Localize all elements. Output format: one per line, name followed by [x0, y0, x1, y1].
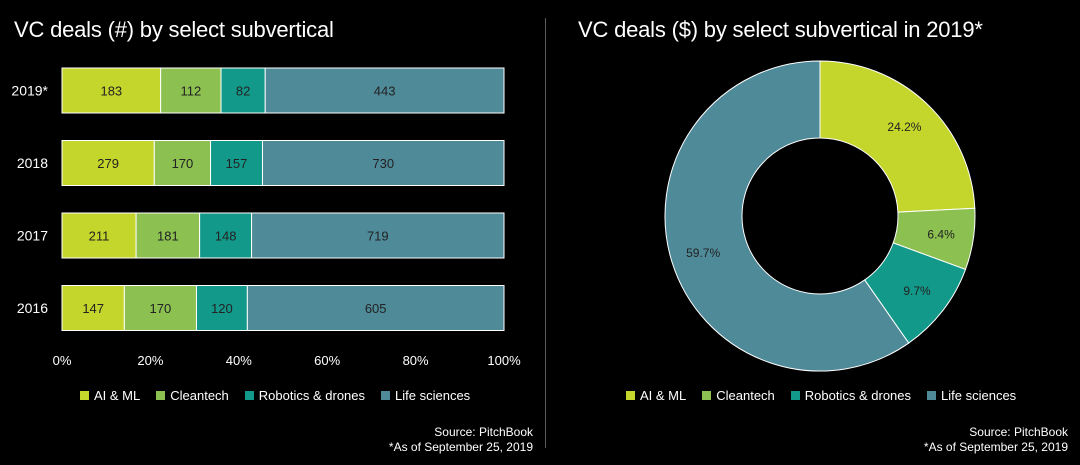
legend-swatch-cleantech [702, 391, 712, 400]
legend-label: AI & ML [94, 388, 141, 403]
bar-segment-robotics [195, 285, 248, 331]
bar-segment-cleantech [135, 212, 201, 259]
slice-label: 24.2% [887, 120, 921, 134]
bar-segment-cleantech [160, 67, 222, 114]
legend-label: AI & ML [640, 388, 687, 403]
legend-swatch-robotics [244, 391, 254, 400]
legend-swatch-robotics [790, 391, 800, 400]
x-tick-label: 100% [487, 353, 521, 368]
legend-label: Cleantech [716, 388, 775, 403]
data-label: 112 [180, 84, 201, 99]
legend-item-cleantech: Cleantech [702, 388, 775, 403]
bar-segment-life-sciences [264, 67, 505, 114]
slice-label: 9.7% [903, 284, 931, 298]
slice-label: 6.4% [927, 227, 955, 241]
data-label: 443 [374, 84, 396, 99]
legend-label: Life sciences [941, 388, 1017, 403]
legend-item-robotics: Robotics & drones [244, 388, 366, 403]
bar-segment-life-sciences [251, 212, 505, 259]
legend-label: Robotics & drones [258, 388, 366, 403]
bar-segment-life-sciences [261, 140, 505, 186]
legend-label: Cleantech [170, 388, 229, 403]
bar-segment-ai-ml [61, 212, 137, 259]
bar-segment-ai-ml [61, 140, 155, 186]
donut-slice-ai-ml [819, 60, 976, 213]
bar-segment-robotics [199, 212, 253, 259]
footnote-text: *As of September 25, 2019 [388, 440, 533, 454]
legend-swatch-ai-ml [626, 391, 635, 400]
right-panel: VC deals ($) by select subvertical in 20… [546, 0, 1080, 465]
bar-segment-cleantech [153, 140, 212, 186]
data-label: 170 [172, 156, 194, 171]
data-label: 157 [226, 156, 248, 171]
legend-label: Life sciences [395, 388, 471, 403]
legend-item-cleantech: Cleantech [156, 388, 229, 403]
data-label: 730 [372, 156, 394, 171]
data-label: 181 [157, 229, 179, 244]
legend: AI & ML Cleantech Robotics & drones Life… [80, 388, 470, 403]
data-label: 147 [82, 301, 104, 316]
donut-slice-life-sciences [664, 60, 910, 372]
legend: AI & ML Cleantech Robotics & drones Life… [626, 388, 1016, 403]
data-label: 183 [100, 84, 122, 99]
legend-swatch-life-sciences [381, 391, 391, 400]
chart-title: VC deals (#) by select subvertical [14, 17, 334, 42]
data-label: 82 [236, 84, 250, 99]
source-text: Source: PitchBook [969, 425, 1068, 439]
y-tick-label: 2018 [17, 155, 48, 171]
donut-chart: 24.2% 6.4% 9.7% 59.7% [664, 60, 976, 372]
chart-title: VC deals ($) by select subvertical in 20… [578, 17, 983, 42]
legend-item-ai-ml: AI & ML [626, 388, 686, 403]
data-label: 120 [211, 301, 233, 316]
legend-item-life-sciences: Life sciences [927, 388, 1016, 403]
bar-segment-life-sciences [246, 285, 505, 331]
x-tick-label: 80% [403, 353, 429, 368]
data-label: 605 [365, 301, 387, 316]
x-tick-label: 20% [137, 353, 163, 368]
data-label: 719 [367, 229, 389, 244]
bar-segment-ai-ml [61, 285, 125, 331]
bar-segment-cleantech [123, 285, 197, 331]
data-label: 170 [150, 301, 172, 316]
stacked-bar-chart: 2019* 183 112 82 443 2018 279 170 157 730 2017 211 1… [11, 67, 521, 368]
legend-swatch-cleantech [156, 391, 166, 400]
legend-swatch-ai-ml [80, 391, 89, 400]
data-label: 148 [215, 229, 237, 244]
x-tick-label: 40% [226, 353, 252, 368]
legend-item-ai-ml: AI & ML [80, 388, 140, 403]
y-tick-label: 2016 [17, 300, 48, 316]
data-label: 211 [89, 229, 110, 244]
panel-divider [545, 18, 546, 448]
slice-label: 59.7% [686, 246, 720, 260]
legend-item-robotics: Robotics & drones [790, 388, 912, 403]
source-note: Source: PitchBook *As of September 25, 2… [924, 425, 1068, 455]
x-tick-label: 60% [314, 353, 340, 368]
source-text: Source: PitchBook [434, 425, 533, 439]
legend-item-life-sciences: Life sciences [381, 388, 470, 403]
legend-swatch-life-sciences [927, 391, 937, 400]
source-note: Source: PitchBook *As of September 25, 2… [389, 425, 533, 455]
y-tick-label: 2019* [11, 83, 48, 99]
data-label: 279 [97, 156, 119, 171]
bar-segment-ai-ml [61, 67, 162, 114]
y-tick-label: 2017 [17, 228, 48, 244]
x-tick-label: 0% [53, 353, 72, 368]
footnote-text: *As of September 25, 2019 [923, 440, 1068, 454]
legend-label: Robotics & drones [804, 388, 912, 403]
left-panel: VC deals (#) by select subvertical 2019*… [11, 17, 533, 455]
